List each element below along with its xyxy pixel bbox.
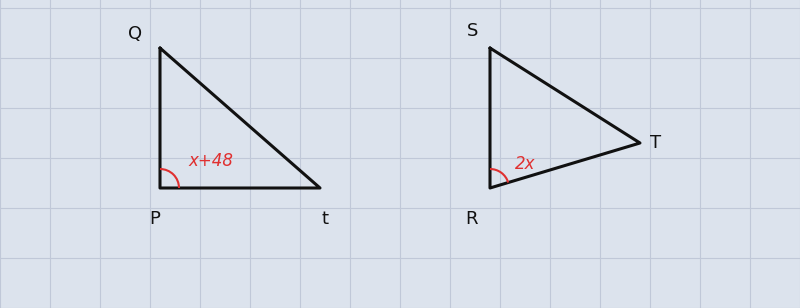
Text: S: S xyxy=(466,22,478,40)
Text: P: P xyxy=(150,210,161,228)
Text: 2x: 2x xyxy=(515,155,535,173)
Text: x+48: x+48 xyxy=(188,152,233,170)
Text: Q: Q xyxy=(128,25,142,43)
Text: R: R xyxy=(466,210,478,228)
Text: t: t xyxy=(322,210,329,228)
Text: T: T xyxy=(650,134,661,152)
